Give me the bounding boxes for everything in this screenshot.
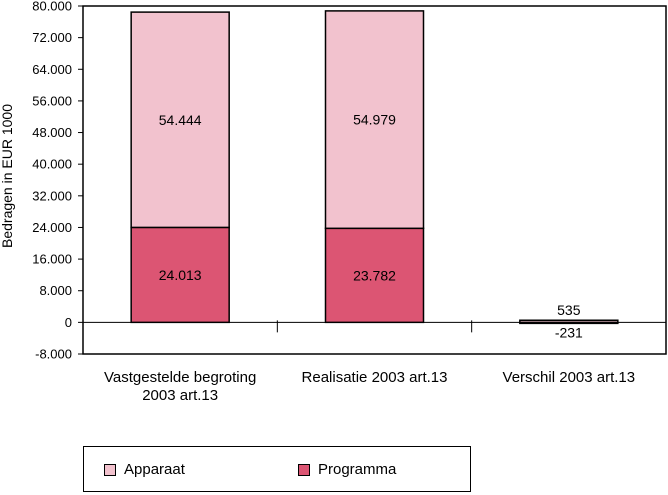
y-axis-label: Bedragen in EUR 1000 — [0, 104, 15, 248]
y-tick-label: 8.000 — [39, 283, 72, 298]
y-tick-label: 64.000 — [32, 62, 72, 77]
legend-label-apparaat: Apparaat — [124, 461, 185, 478]
legend-swatch-apparaat — [104, 463, 116, 476]
data-label-programma-0: 24.013 — [159, 267, 202, 283]
data-label-programma-2: -231 — [555, 324, 583, 340]
legend-label-programma: Programma — [318, 461, 397, 478]
bar-apparaat-0 — [130, 11, 230, 229]
y-tick-label: 80.000 — [32, 0, 72, 14]
x-category-label: Verschil 2003 art.13 — [503, 369, 636, 386]
y-tick-label: 48.000 — [32, 125, 72, 140]
legend: Apparaat Programma — [83, 446, 471, 492]
y-tick-label: 16.000 — [32, 252, 72, 267]
data-label-apparaat-2: 535 — [557, 302, 581, 318]
data-label-apparaat-0: 54.444 — [159, 112, 202, 128]
y-tick-label: 0 — [65, 315, 72, 330]
x-category-label: Realisatie 2003 art.13 — [302, 369, 448, 386]
data-label-apparaat-1: 54.979 — [353, 112, 396, 128]
data-label-programma-1: 23.782 — [353, 267, 396, 283]
y-tick-label: 32.000 — [32, 188, 72, 203]
legend-swatch-programma — [298, 463, 310, 476]
y-tick-label: 72.000 — [32, 30, 72, 45]
bar-apparaat-2 — [519, 319, 619, 324]
x-category-label: 2003 art.13 — [142, 387, 218, 404]
y-tick-label: 40.000 — [32, 157, 72, 172]
y-tick-label: 24.000 — [32, 220, 72, 235]
plot-area-frame — [82, 5, 667, 355]
legend-item-programma: Programma — [298, 461, 396, 478]
bar-apparaat-1 — [324, 10, 425, 230]
x-category-label: Vastgestelde begroting — [104, 369, 256, 386]
y-tick-label: -8.000 — [35, 347, 72, 362]
stacked-bar-chart: 80.000 72.000 64.000 56.000 48.000 40.000 32.0… — [0, 0, 667, 404]
y-tick-label: 56.000 — [32, 93, 72, 108]
legend-item-apparaat: Apparaat — [104, 461, 185, 478]
